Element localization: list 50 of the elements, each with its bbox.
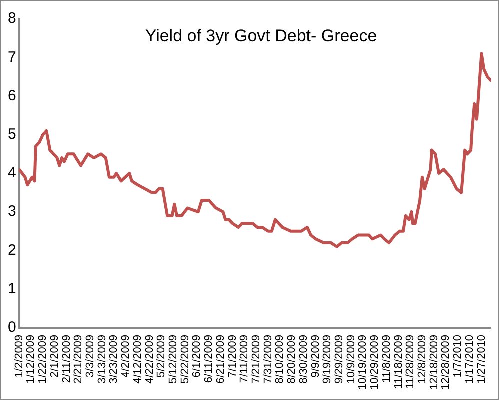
- x-tick-label: 6/21/2009: [214, 334, 227, 384]
- y-tick-label: 6: [8, 87, 16, 104]
- x-tick-label: 1/12/2009: [25, 334, 38, 384]
- x-tick-label: 3/23/2009: [108, 334, 120, 384]
- x-tick-label: 9/19/2009: [322, 334, 334, 384]
- x-tick-label: 11/28/2009: [404, 334, 417, 390]
- x-tick-label: 8/10/2009: [274, 334, 286, 384]
- x-tick-label: 10/9/2009: [345, 334, 358, 384]
- x-tick-label: 6/1/2009: [191, 334, 204, 378]
- x-tick-label: 5/12/2009: [168, 334, 180, 384]
- x-tick-label: 11/8/2009: [380, 334, 393, 384]
- y-tick-label: 5: [8, 126, 16, 143]
- x-tick-label: 4/2/2009: [120, 334, 132, 378]
- x-tick-label: 7/1/2009: [226, 334, 239, 378]
- x-tick-label: 1/22/2009: [37, 334, 50, 384]
- y-tick-label: 8: [8, 10, 16, 28]
- y-tick-label: 3: [8, 203, 16, 220]
- x-tick-label: 5/2/2009: [156, 334, 168, 378]
- x-tick-label: 1/7/2010: [452, 334, 464, 378]
- x-tick-label: 11/18/2009: [392, 334, 405, 390]
- y-tick-label: 2: [8, 242, 16, 259]
- x-tick-label: 10/29/2009: [369, 334, 382, 390]
- x-tick-label: 4/22/2009: [144, 334, 156, 384]
- x-tick-label: 3/13/2009: [96, 334, 108, 384]
- x-tick-label: 1/27/2010: [476, 334, 488, 384]
- x-tick-label: 12/8/2009: [416, 334, 428, 384]
- x-tick-label: 3/3/2009: [84, 334, 97, 378]
- x-tick-label: 2/11/2009: [60, 334, 73, 384]
- x-tick-label: 12/18/2009: [428, 334, 440, 390]
- y-tick-label: 1: [8, 280, 16, 298]
- x-tick-label: 4/12/2009: [132, 334, 144, 384]
- x-tick-label: 9/9/2009: [310, 334, 322, 378]
- x-tick-label: 7/11/2009: [238, 334, 251, 384]
- x-tick-label: 7/21/2009: [250, 334, 262, 384]
- x-tick-label: 8/20/2009: [286, 334, 298, 384]
- y-tick-label: 0: [8, 319, 16, 336]
- x-tick-label: 10/19/2009: [357, 334, 370, 390]
- x-tick-label: 6/11/2009: [203, 334, 216, 384]
- x-tick-label: 5/22/2009: [179, 334, 192, 384]
- x-tick-label: 2/1/2009: [48, 334, 61, 378]
- x-tick-label: 9/29/2009: [333, 334, 346, 384]
- x-tick-label: 1/2/2009: [13, 334, 26, 378]
- y-tick-label: 7: [8, 48, 16, 66]
- x-tick-label: 8/30/2009: [298, 334, 310, 384]
- y-tick-label: 4: [8, 164, 16, 182]
- text: Yield of 3yr Govt Debt- Greece: [145, 26, 378, 46]
- x-tick-label: 7/31/2009: [262, 334, 274, 384]
- x-tick-label: 12/28/2009: [440, 334, 452, 390]
- x-tick-label: 2/21/2009: [72, 334, 85, 384]
- x-tick-label: 1/17/2010: [464, 334, 476, 384]
